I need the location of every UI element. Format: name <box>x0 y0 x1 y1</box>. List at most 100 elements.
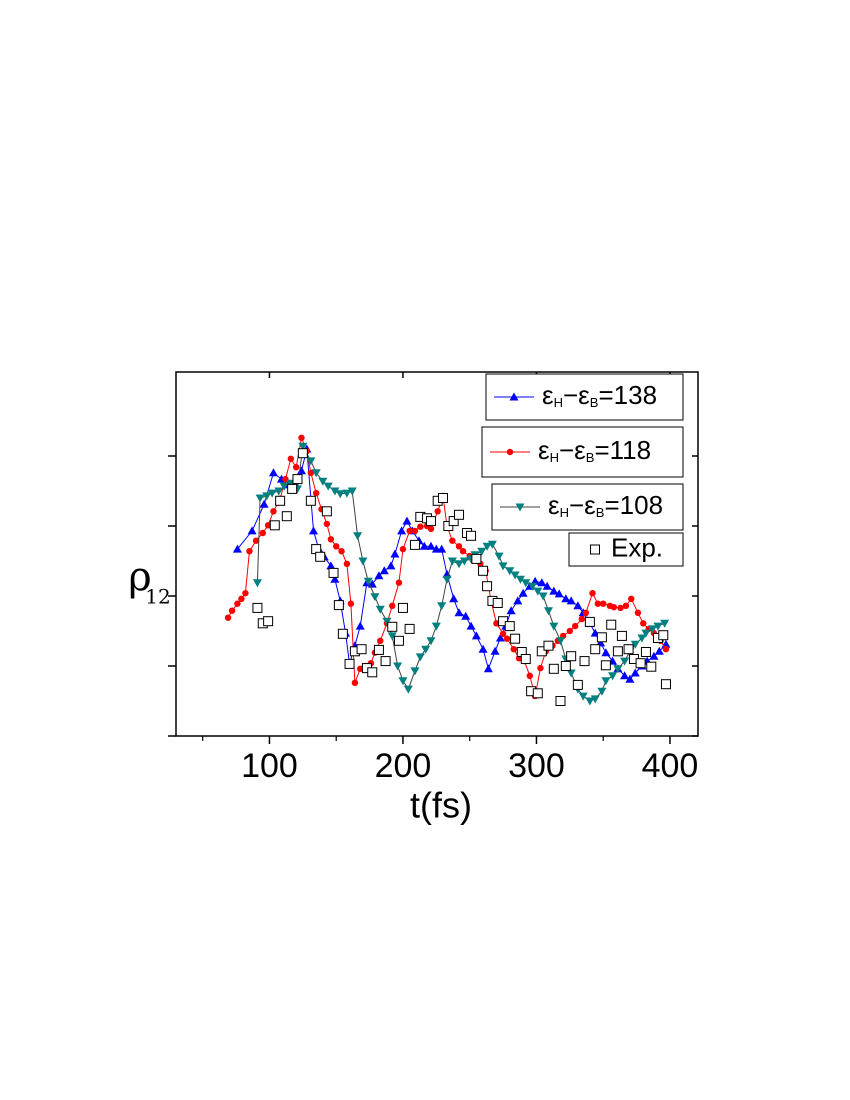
point <box>455 543 463 550</box>
point <box>537 664 544 672</box>
point <box>323 482 333 491</box>
point <box>410 667 420 676</box>
point <box>287 455 295 462</box>
point <box>538 592 548 601</box>
point <box>246 548 253 555</box>
point <box>532 688 543 699</box>
point <box>616 630 627 641</box>
point <box>518 588 528 597</box>
point <box>536 646 547 657</box>
point <box>311 469 321 478</box>
point <box>490 646 500 655</box>
point <box>521 579 531 588</box>
point <box>555 637 565 646</box>
point <box>409 539 420 550</box>
point <box>620 671 630 680</box>
legend-marker <box>509 392 519 401</box>
point <box>232 544 242 553</box>
point <box>648 625 658 634</box>
point <box>402 516 412 525</box>
point <box>404 623 415 634</box>
point <box>513 596 523 605</box>
point <box>590 695 600 704</box>
x-tick-label: 200 <box>375 747 432 785</box>
point <box>561 594 571 603</box>
point <box>375 605 385 614</box>
point <box>337 628 348 639</box>
point <box>600 600 607 607</box>
point <box>264 522 272 529</box>
point <box>370 593 380 602</box>
point <box>625 674 635 683</box>
point <box>355 621 365 630</box>
legend-label: Exp. <box>611 532 663 562</box>
point <box>305 495 316 506</box>
point <box>263 616 274 627</box>
point <box>466 621 476 630</box>
point <box>419 541 429 550</box>
point <box>358 557 368 566</box>
point <box>421 645 431 654</box>
point <box>482 581 493 592</box>
point <box>330 487 340 496</box>
point <box>411 527 419 535</box>
point <box>640 647 651 657</box>
point <box>510 571 520 580</box>
point <box>448 516 459 527</box>
point <box>617 604 624 612</box>
point <box>589 590 596 597</box>
point <box>641 629 651 638</box>
point <box>431 622 441 631</box>
point <box>274 487 284 496</box>
point <box>307 469 315 476</box>
point <box>367 667 378 678</box>
point <box>397 526 407 535</box>
point <box>267 489 277 498</box>
point <box>630 640 640 649</box>
point <box>403 685 413 694</box>
point <box>387 632 397 641</box>
point <box>347 600 355 607</box>
point <box>228 607 236 614</box>
point <box>333 600 344 611</box>
point <box>601 677 611 686</box>
point <box>571 622 579 630</box>
point <box>459 548 467 555</box>
point <box>482 542 492 551</box>
point <box>630 668 640 677</box>
point <box>610 604 618 611</box>
point <box>510 633 521 644</box>
x-tick-label: 100 <box>241 747 298 785</box>
point <box>342 489 352 498</box>
x-tick-label: 400 <box>642 747 699 785</box>
point <box>449 537 456 544</box>
point <box>406 527 413 535</box>
point <box>315 551 326 562</box>
point <box>520 654 531 664</box>
point <box>492 598 503 608</box>
point <box>374 571 384 580</box>
point <box>494 552 504 561</box>
legend-label: εH−εB=138 <box>542 380 657 411</box>
legend-label: εH−εB=118 <box>538 435 651 466</box>
point <box>380 656 391 667</box>
point <box>386 561 396 570</box>
legend-marker <box>506 448 514 456</box>
point <box>434 508 441 515</box>
point <box>578 692 588 701</box>
point <box>247 526 257 535</box>
legend-label: εH−εB=108 <box>548 490 663 521</box>
point <box>427 525 435 532</box>
point <box>351 679 359 686</box>
point <box>335 490 345 499</box>
point <box>389 602 396 609</box>
point <box>343 560 351 567</box>
point <box>327 536 335 543</box>
point <box>377 637 384 644</box>
point <box>654 646 664 655</box>
point <box>660 619 670 628</box>
point <box>566 596 576 605</box>
point <box>554 589 564 598</box>
point <box>415 653 425 662</box>
point <box>662 646 670 653</box>
